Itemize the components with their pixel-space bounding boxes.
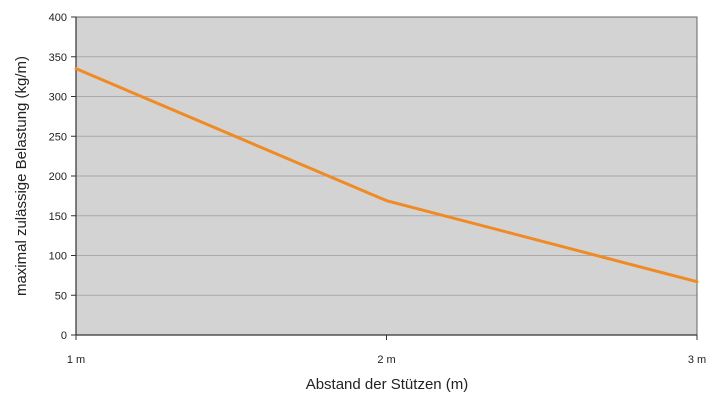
y-tick-label: 0 (61, 330, 67, 342)
y-tick-label: 200 (49, 171, 67, 183)
y-tick-label: 50 (55, 290, 67, 302)
x-tick-labels: 1 m 2 m 3 m (67, 335, 706, 366)
y-tick-label: 150 (49, 211, 67, 223)
x-tick-label: 3 m (688, 354, 706, 366)
y-axis-title: maximal zulässige Belastung (kg/m) (13, 56, 30, 296)
y-tick-labels: 0 50 100 150 200 250 300 350 400 (49, 12, 76, 342)
series-line-0 (74, 67, 699, 284)
y-tick-label: 350 (49, 52, 67, 64)
y-tick-label: 400 (49, 12, 67, 24)
x-tick-label: 1 m (67, 354, 85, 366)
x-tick-label: 2 m (377, 354, 395, 366)
y-tick-label: 300 (49, 92, 67, 104)
x-axis-title: Abstand der Stützen (m) (306, 376, 469, 393)
y-tick-label: 250 (49, 131, 67, 143)
y-tick-label: 100 (49, 251, 67, 263)
series-group (74, 67, 699, 284)
